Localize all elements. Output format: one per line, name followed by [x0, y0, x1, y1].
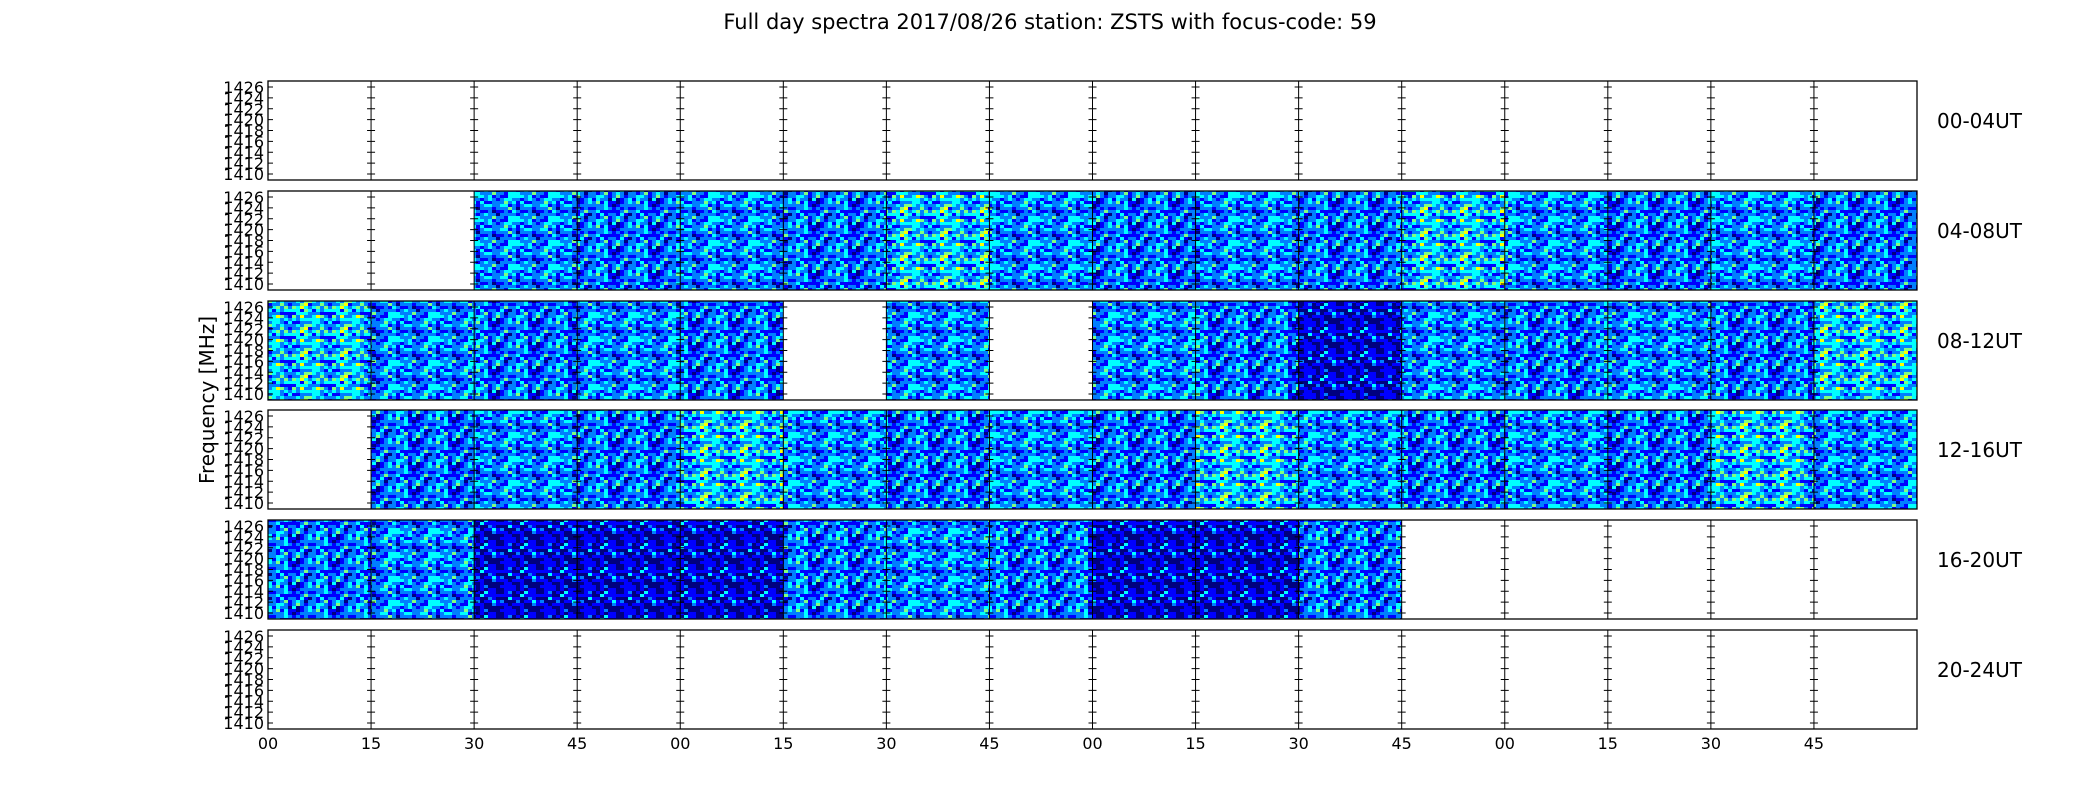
spectrum-panel: [680, 410, 783, 509]
spectrum-panel: [783, 410, 886, 509]
x-tick-label: 45: [979, 734, 999, 753]
x-tick-label: 15: [1185, 734, 1205, 753]
spectrum-panel: [1093, 410, 1196, 509]
x-tick-label: 15: [1598, 734, 1618, 753]
spectrum-panel: [474, 520, 577, 619]
spectrum-panel: [680, 301, 783, 400]
spectrum-panel: [1608, 301, 1711, 400]
spectrum-panel: [1093, 191, 1196, 290]
x-tick-label: 00: [1495, 734, 1515, 753]
row-label: 08-12UT: [1937, 329, 2023, 353]
spectrum-panel: [989, 410, 1092, 509]
spectrum-panel: [577, 520, 680, 619]
spectrum-panel: [783, 520, 886, 619]
y-tick-label: 1410: [223, 275, 264, 294]
spectrum-panel: [577, 301, 680, 400]
spectrum-panel: [1814, 301, 1917, 400]
spectrum-panel: [886, 410, 989, 509]
y-tick-label: 1410: [223, 165, 264, 184]
spectrum-panel: [371, 301, 474, 400]
x-tick-label: 15: [361, 734, 381, 753]
row-label: 04-08UT: [1937, 219, 2023, 243]
spectrum-panel: [1402, 301, 1505, 400]
spectrum-panel: [1299, 520, 1402, 619]
spectrum-panel: [1196, 410, 1299, 509]
x-tick-label: 00: [258, 734, 278, 753]
y-axis-label: Frequency [MHz]: [195, 316, 219, 484]
spectrum-panel: [1505, 191, 1608, 290]
x-tick-label: 00: [1082, 734, 1102, 753]
spectrum-panel: [886, 520, 989, 619]
spectrum-panel: [1196, 520, 1299, 619]
spectrum-panel: [1814, 410, 1917, 509]
row-label: 16-20UT: [1937, 548, 2023, 572]
spectrum-panel: [1711, 191, 1814, 290]
x-tick-label: 30: [464, 734, 484, 753]
x-tick-label: 15: [773, 734, 793, 753]
spectrum-panel: [577, 191, 680, 290]
spectrum-panel: [371, 520, 474, 619]
spectrum-panel: [1299, 301, 1402, 400]
y-tick-label: 1410: [223, 714, 264, 733]
spectrum-panel: [268, 520, 371, 619]
spectrum-panel: [1299, 191, 1402, 290]
spectrum-panel: [989, 520, 1092, 619]
row-label: 20-24UT: [1937, 658, 2023, 682]
spectrum-panel: [474, 301, 577, 400]
spectrum-panel: [1711, 301, 1814, 400]
spectrum-panel: [1505, 410, 1608, 509]
spectrum-panel: [577, 410, 680, 509]
row-label: 00-04UT: [1937, 109, 2023, 133]
spectrum-panel: [474, 191, 577, 290]
spectrum-panel: [989, 191, 1092, 290]
spectrum-panel: [1402, 191, 1505, 290]
x-tick-label: 30: [1701, 734, 1721, 753]
y-tick-label: 1410: [223, 604, 264, 623]
spectrum-panel: [886, 191, 989, 290]
spectrum-panel: [1093, 520, 1196, 619]
x-tick-label: 30: [1288, 734, 1308, 753]
spectrum-panel: [1711, 410, 1814, 509]
spectrum-panel: [1608, 410, 1711, 509]
spectrum-panel: [783, 191, 886, 290]
spectrum-panel: [886, 301, 989, 400]
x-tick-label: 00: [670, 734, 690, 753]
spectrum-panel: [1505, 301, 1608, 400]
spectrum-panel: [1196, 301, 1299, 400]
spectrum-panel: [1814, 191, 1917, 290]
spectrum-panel: [1402, 410, 1505, 509]
spectrum-panel: [371, 410, 474, 509]
x-tick-label: 45: [567, 734, 587, 753]
spectrum-panel: [268, 301, 371, 400]
x-tick-label: 45: [1392, 734, 1412, 753]
spectrum-panel: [1608, 191, 1711, 290]
row-label: 12-16UT: [1937, 438, 2023, 462]
spectrum-panel: [680, 191, 783, 290]
y-tick-label: 1410: [223, 385, 264, 404]
spectrum-panel: [680, 520, 783, 619]
spectrum-panel: [1196, 191, 1299, 290]
spectrum-panel: [474, 410, 577, 509]
x-tick-label: 45: [1804, 734, 1824, 753]
x-tick-label: 30: [876, 734, 896, 753]
spectrum-panel: [1299, 410, 1402, 509]
spectrum-panel: [1093, 301, 1196, 400]
y-tick-label: 1410: [223, 494, 264, 513]
